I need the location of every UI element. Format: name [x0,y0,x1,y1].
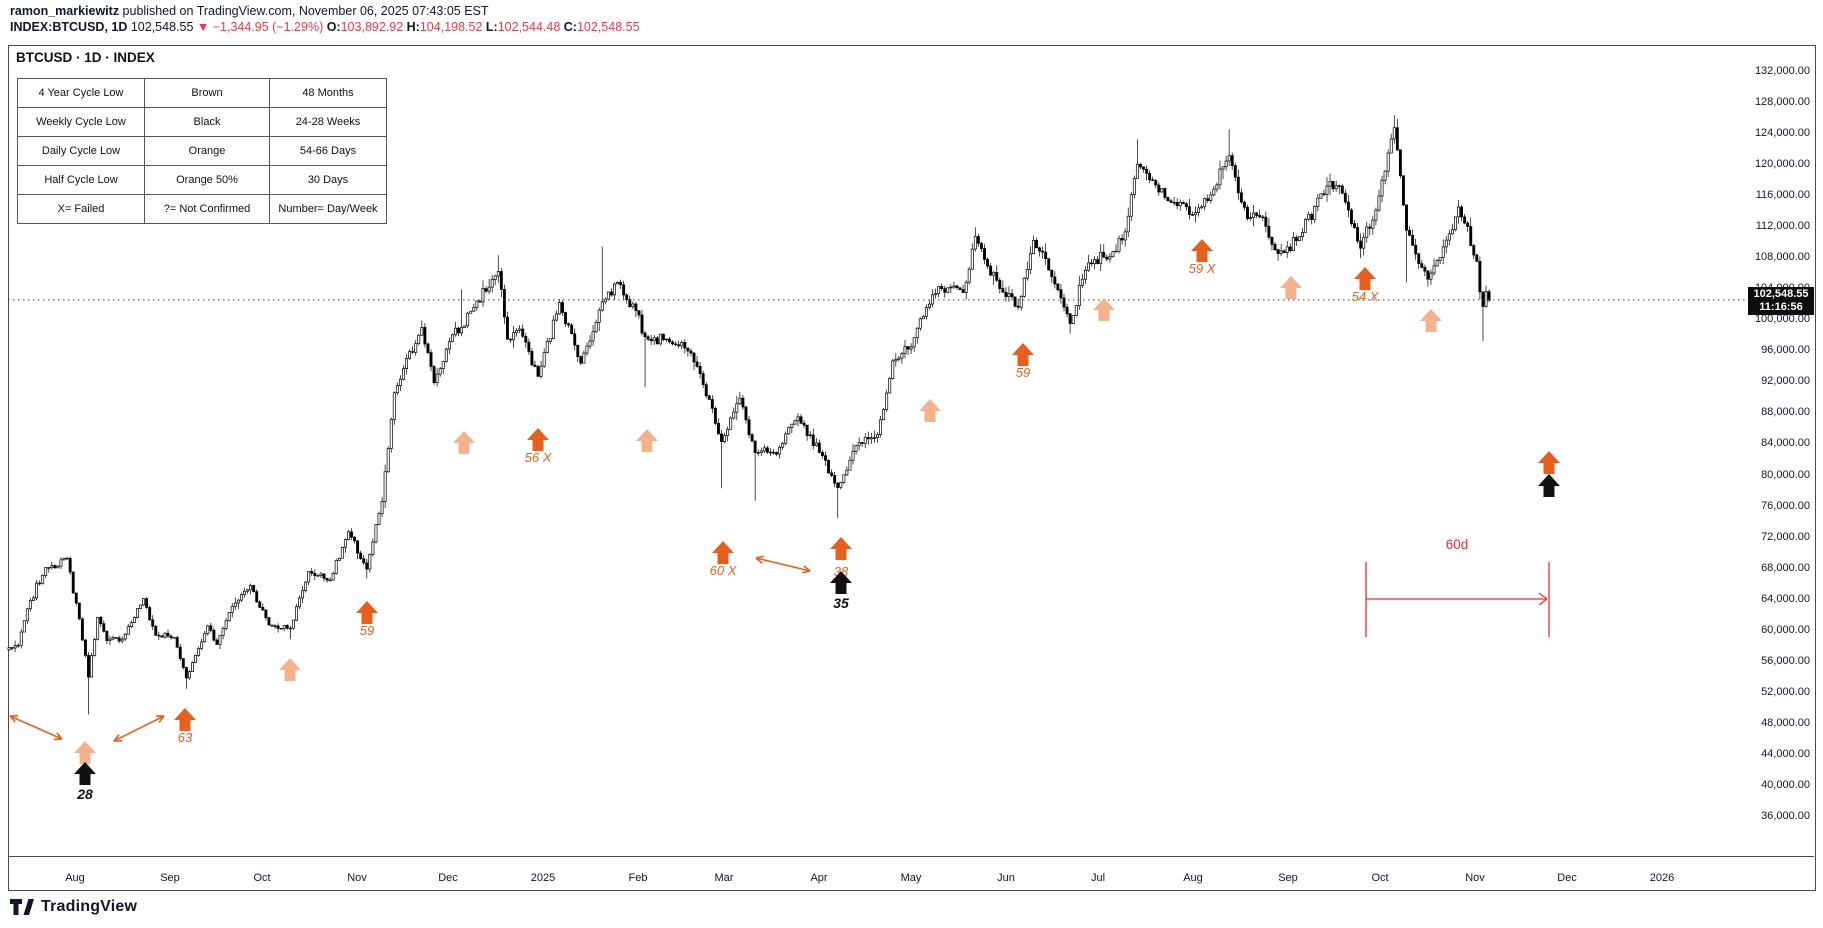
tradingview-logo[interactable]: TradingView [10,897,137,917]
time-tick-label[interactable]: Nov [347,872,367,884]
price-tick-label: 120,000.00 [1754,157,1810,170]
price-tick-label: 128,000.00 [1754,95,1810,108]
publish-text: published on TradingView.com, November 0… [119,4,489,18]
time-tick-label[interactable]: Mar [714,872,734,884]
price-tick-label: 72,000.00 [1761,530,1810,543]
price-tick-label: 48,000.00 [1761,717,1810,730]
legend-row: Daily Cycle Low Orange 54-66 Days [17,136,387,166]
time-tick-label[interactable]: Sep [160,872,180,884]
price-tick-label: 112,000.00 [1755,219,1810,232]
time-tick-label[interactable]: Jul [1090,872,1106,884]
ohlc-key: H: [406,20,420,34]
legend-cell: 48 Months [269,78,387,108]
time-tick-label[interactable]: May [900,872,922,884]
price-tick-label: 64,000.00 [1761,592,1810,605]
legend-cell: Orange [144,136,270,166]
price-tick-label: 96,000.00 [1761,344,1810,357]
legend-row: 4 Year Cycle Low Brown 48 Months [17,78,387,108]
price-tick-label: 92,000.00 [1761,375,1810,388]
ohlc-value: 104,198.52 [419,20,486,34]
legend-cell: Weekly Cycle Low [17,107,145,137]
time-tick-label[interactable]: Jun [997,872,1015,884]
time-tick-label[interactable]: Oct [1371,872,1389,884]
legend-cell: X= Failed [17,194,145,224]
ohlc-value: 102,548.55 [576,20,640,34]
last-price: 102,548.55 [127,20,197,34]
symbol-name: INDEX:BTCUSD, 1D [10,20,128,34]
time-tick-label[interactable]: Apr [810,872,828,884]
price-tick-label: 116,000.00 [1755,188,1810,201]
legend-cell: Half Cycle Low [17,165,145,195]
time-axis-line [8,856,1814,857]
ohlc-values: O:103,892.92 H:104,198.52 L:102,544.48 C… [327,20,640,34]
price-tick-label: 84,000.00 [1761,437,1810,450]
price-tick-label: 40,000.00 [1761,779,1810,792]
symbol-quote-line: INDEX:BTCUSD, 1D 102,548.55 ▼ −1,344.95 … [10,20,640,34]
price-tick-label: 100,000.00 [1754,313,1810,326]
legend-cell: 30 Days [269,165,387,195]
ohlc-key: C: [563,20,577,34]
legend-cell: 54-66 Days [269,136,387,166]
time-tick-label[interactable]: 2025 [530,872,556,884]
price-tick-label: 56,000.00 [1761,655,1810,668]
badge-countdown: 11:16:56 [1759,301,1803,313]
legend-row: Weekly Cycle Low Black 24-28 Weeks [17,107,387,137]
time-tick-label[interactable]: Aug [65,872,85,884]
price-tick-label: 124,000.00 [1754,126,1810,139]
time-tick-label[interactable]: Oct [253,872,271,884]
legend-row: Half Cycle Low Orange 50% 30 Days [17,165,387,195]
ohlc-value: 103,892.92 [340,20,407,34]
time-tick-label[interactable]: Feb [628,872,648,884]
ohlc-key: O: [326,20,341,34]
chart-title: BTCUSD · 1D · INDEX [16,50,155,65]
price-tick-label: 52,000.00 [1761,686,1810,699]
price-tick-label: 36,000.00 [1761,810,1810,823]
price-tick-label: 80,000.00 [1761,468,1810,481]
legend-row: X= Failed ?= Not Confirmed Number= Day/Wee… [17,194,387,224]
tradingview-logo-icon [10,899,34,915]
time-tick-label[interactable]: Dec [1557,872,1577,884]
time-tick-label[interactable]: Dec [438,872,458,884]
price-tick-label: 88,000.00 [1761,406,1810,419]
time-tick-label[interactable]: 2026 [1649,872,1675,884]
ohlc-value: 102,544.48 [497,20,564,34]
legend-cell: Orange 50% [144,165,270,195]
time-tick-label[interactable]: Sep [1278,872,1298,884]
price-change: ▼ −1,344.95 (−1.29%) [196,20,327,34]
time-tick-label[interactable]: Nov [1465,872,1485,884]
publish-info: ramon_markiewitz published on TradingVie… [10,4,489,18]
legend-cell: 4 Year Cycle Low [17,78,145,108]
price-tick-label: 44,000.00 [1761,748,1810,761]
time-tick-label[interactable]: Aug [1183,872,1203,884]
price-tick-label: 76,000.00 [1761,499,1810,512]
tradingview-logo-text: TradingView [41,898,138,915]
legend-cell: ?= Not Confirmed [144,194,270,224]
cycle-legend-table: 4 Year Cycle Low Brown 48 Months Weekly Cyc… [17,78,387,224]
legend-cell: 24-28 Weeks [269,107,387,137]
price-tick-label: 132,000.00 [1754,64,1810,77]
current-price-badge: 102,548.55 11:16:56 [1748,287,1814,315]
price-tick-label: 60,000.00 [1761,623,1810,636]
legend-cell: Number= Day/Week [269,194,387,224]
price-tick-label: 68,000.00 [1761,561,1810,574]
ohlc-key: L: [485,20,498,34]
legend-cell: Black [144,107,270,137]
price-tick-label: 108,000.00 [1754,250,1810,263]
legend-cell: Brown [144,78,270,108]
badge-price: 102,548.55 [1753,288,1809,300]
legend-cell: Daily Cycle Low [17,136,145,166]
author-name: ramon_markiewitz [10,4,120,18]
